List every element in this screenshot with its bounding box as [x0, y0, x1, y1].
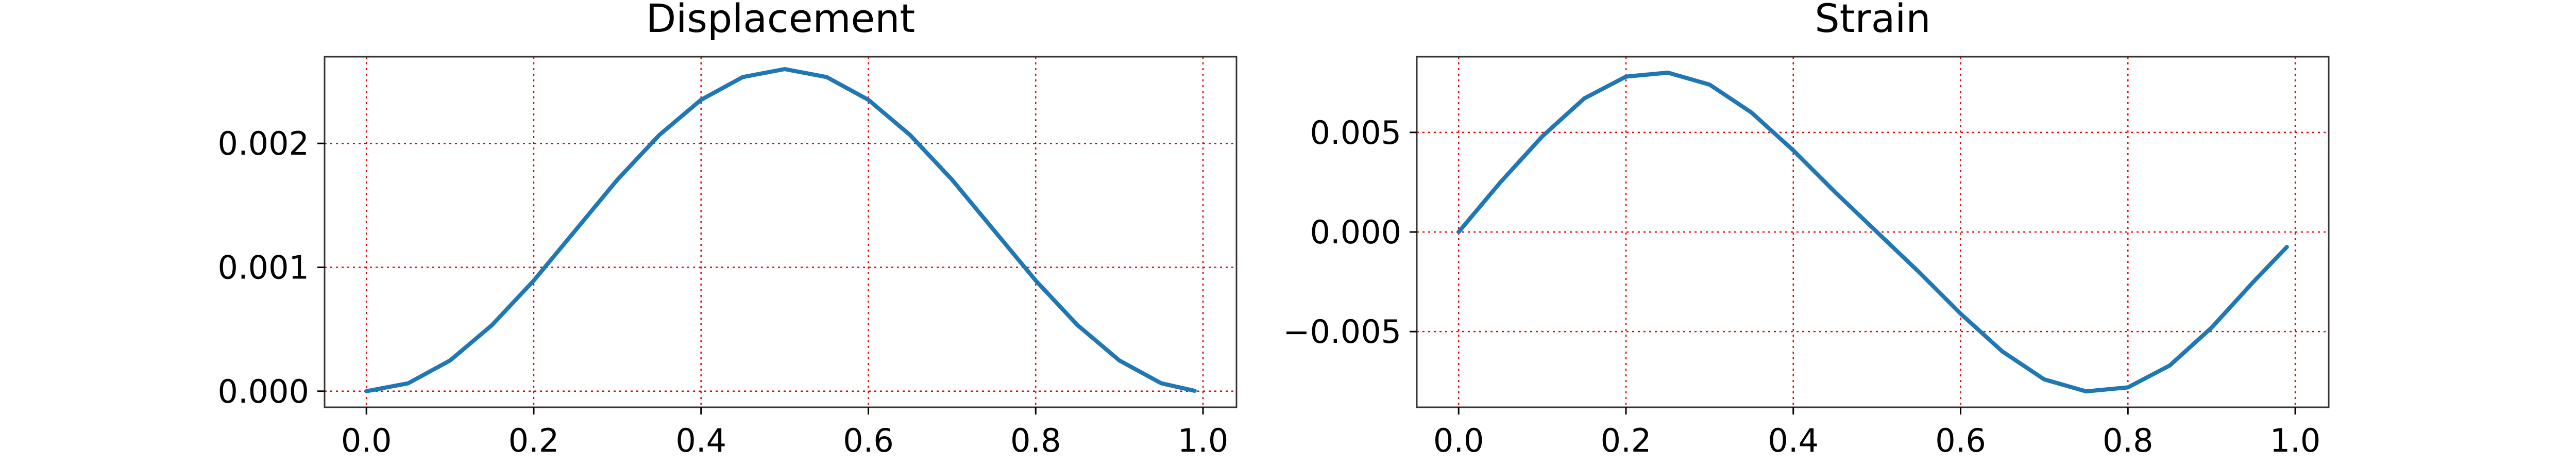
displacement-x-tick-label: 1.0 [1178, 422, 1229, 459]
strain-y-tick-label: −0.005 [1283, 313, 1401, 351]
strain-panel: Strain 0.0 0.2 0.4 0.6 0.8 1.0 −0.005 0.000 0.00… [1283, 0, 2330, 459]
displacement-panel: Displacement 0.0 0.2 0.4 0.6 0.8 1.0 0.000 0.00… [218, 0, 1238, 459]
displacement-axes-frame [324, 56, 1238, 408]
displacement-x-tick-label: 0.6 [843, 422, 894, 459]
displacement-title: Displacement [646, 0, 915, 41]
strain-x-tick-label: 0.6 [1935, 422, 1986, 459]
displacement-x-tick-label: 0.0 [341, 422, 392, 459]
strain-y-tick-label: 0.000 [1310, 213, 1402, 251]
strain-title: Strain [1815, 0, 1930, 41]
strain-series-line [1456, 70, 2289, 394]
strain-x-tick-label: 1.0 [2270, 422, 2321, 459]
strain-x-tick-label: 0.4 [1768, 422, 1819, 459]
displacement-series-line [364, 67, 1197, 393]
strain-x-tick-label: 0.8 [2103, 422, 2154, 459]
displacement-x-tick-label: 0.2 [509, 422, 560, 459]
displacement-x-tick-label: 0.4 [675, 422, 726, 459]
strain-y-tick-label: 0.005 [1310, 114, 1402, 152]
displacement-y-tick-label: 0.001 [218, 248, 310, 286]
strain-x-tick-label: 0.0 [1433, 422, 1484, 459]
displacement-y-tick-label: 0.002 [218, 125, 310, 162]
displacement-x-tick-label: 0.8 [1010, 422, 1061, 459]
displacement-y-tick-label: 0.000 [218, 373, 310, 410]
strain-x-tick-label: 0.2 [1601, 422, 1652, 459]
